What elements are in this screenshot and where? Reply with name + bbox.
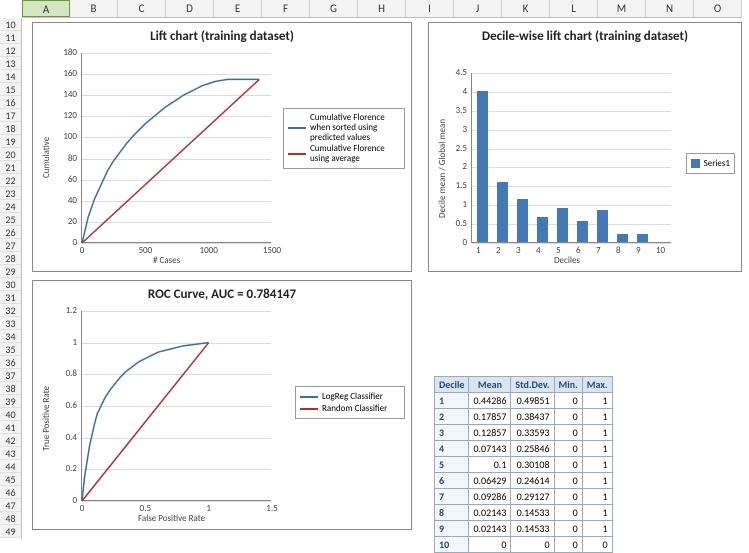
- col-header-F[interactable]: F: [262, 0, 310, 17]
- col-header-H[interactable]: H: [358, 0, 406, 17]
- decile-legend: Series1: [686, 153, 735, 174]
- row-header-41[interactable]: 41: [0, 421, 21, 434]
- table-row[interactable]: 60.064290.2461401: [435, 473, 613, 489]
- row-header-13[interactable]: 13: [0, 57, 21, 70]
- row-header-22[interactable]: 22: [0, 174, 21, 187]
- row-header-25[interactable]: 25: [0, 213, 21, 226]
- decile-plot: 00.511.522.533.544.512345678910: [471, 73, 671, 243]
- roc-legend: LogReg ClassifierRandom Classifier: [295, 386, 405, 419]
- table-col-Min.: Min.: [554, 377, 582, 393]
- roc-xlabel: False Positive Rate: [138, 513, 205, 524]
- table-row[interactable]: 50.10.3010801: [435, 457, 613, 473]
- row-header-40[interactable]: 40: [0, 408, 21, 421]
- row-header-43[interactable]: 43: [0, 447, 21, 460]
- table-row[interactable]: 10.442860.4985101: [435, 393, 613, 409]
- table-row[interactable]: 80.021430.1453301: [435, 505, 613, 521]
- table-col-Decile: Decile: [435, 377, 469, 393]
- lift-chart-title: Lift chart (training dataset): [33, 29, 411, 44]
- row-header-26[interactable]: 26: [0, 226, 21, 239]
- worksheet-area[interactable]: Lift chart (training dataset) Cumulative…: [22, 18, 749, 537]
- row-header-28[interactable]: 28: [0, 252, 21, 265]
- row-header-32[interactable]: 32: [0, 304, 21, 317]
- row-header-49[interactable]: 49: [0, 525, 21, 538]
- row-header-36[interactable]: 36: [0, 356, 21, 369]
- row-header-29[interactable]: 29: [0, 265, 21, 278]
- table-row[interactable]: 20.178570.3843701: [435, 409, 613, 425]
- col-header-B[interactable]: B: [70, 0, 118, 17]
- row-header-30[interactable]: 30: [0, 278, 21, 291]
- col-header-D[interactable]: D: [166, 0, 214, 17]
- row-header-24[interactable]: 24: [0, 200, 21, 213]
- col-header-J[interactable]: J: [454, 0, 502, 17]
- lift-xlabel: # Cases: [153, 255, 180, 266]
- table-row[interactable]: 40.071430.2584601: [435, 441, 613, 457]
- row-header-38[interactable]: 38: [0, 382, 21, 395]
- col-header-C[interactable]: C: [118, 0, 166, 17]
- row-header-31[interactable]: 31: [0, 291, 21, 304]
- row-header-48[interactable]: 48: [0, 512, 21, 525]
- row-header-20[interactable]: 20: [0, 148, 21, 161]
- roc-chart[interactable]: ROC Curve, AUC = 0.784147 True Positive …: [32, 280, 412, 530]
- row-header-14[interactable]: 14: [0, 70, 21, 83]
- column-headers: ABCDEFGHIJKLMNO: [22, 0, 742, 18]
- table-row[interactable]: 100000: [435, 537, 613, 553]
- row-header-37[interactable]: 37: [0, 369, 21, 382]
- row-header-34[interactable]: 34: [0, 330, 21, 343]
- row-header-15[interactable]: 15: [0, 83, 21, 96]
- row-header-44[interactable]: 44: [0, 460, 21, 473]
- decile-xlabel: Deciles: [554, 255, 580, 266]
- decile-table[interactable]: DecileMeanStd.Dev.Min.Max.10.442860.4985…: [434, 376, 613, 553]
- lift-chart[interactable]: Lift chart (training dataset) Cumulative…: [32, 22, 412, 272]
- row-header-18[interactable]: 18: [0, 122, 21, 135]
- row-header-11[interactable]: 11: [0, 31, 21, 44]
- roc-plot: 00.20.40.60.811.200.511.5: [81, 311, 271, 501]
- row-header-21[interactable]: 21: [0, 161, 21, 174]
- row-header-12[interactable]: 12: [0, 44, 21, 57]
- row-header-17[interactable]: 17: [0, 109, 21, 122]
- lift-plot: 020406080100120140160180050010001500: [81, 53, 271, 243]
- row-header-47[interactable]: 47: [0, 499, 21, 512]
- col-header-E[interactable]: E: [214, 0, 262, 17]
- col-header-L[interactable]: L: [550, 0, 598, 17]
- col-header-A[interactable]: A: [22, 0, 70, 17]
- decile-chart-title: Decile-wise lift chart (training dataset…: [439, 29, 731, 44]
- table-row[interactable]: 30.128570.3359301: [435, 425, 613, 441]
- col-header-O[interactable]: O: [694, 0, 742, 17]
- row-headers: 1011121314151617181920212223242526272829…: [0, 18, 22, 538]
- table-col-Mean: Mean: [469, 377, 511, 393]
- table-col-Max.: Max.: [582, 377, 612, 393]
- row-header-27[interactable]: 27: [0, 239, 21, 252]
- col-header-K[interactable]: K: [502, 0, 550, 17]
- row-header-46[interactable]: 46: [0, 486, 21, 499]
- col-header-G[interactable]: G: [310, 0, 358, 17]
- col-header-I[interactable]: I: [406, 0, 454, 17]
- row-header-39[interactable]: 39: [0, 395, 21, 408]
- row-header-19[interactable]: 19: [0, 135, 21, 148]
- lift-legend: Cumulative Florence when sorted using pr…: [283, 108, 405, 169]
- col-header-M[interactable]: M: [598, 0, 646, 17]
- table-col-Std.Dev.: Std.Dev.: [511, 377, 554, 393]
- row-header-10[interactable]: 10: [0, 18, 21, 31]
- table-row[interactable]: 70.092860.2912701: [435, 489, 613, 505]
- col-header-N[interactable]: N: [646, 0, 694, 17]
- table-row[interactable]: 90.021430.1453301: [435, 521, 613, 537]
- roc-chart-title: ROC Curve, AUC = 0.784147: [33, 287, 411, 302]
- decile-chart[interactable]: Decile-wise lift chart (training dataset…: [428, 22, 742, 272]
- row-header-35[interactable]: 35: [0, 343, 21, 356]
- row-header-45[interactable]: 45: [0, 473, 21, 486]
- row-header-33[interactable]: 33: [0, 317, 21, 330]
- row-header-23[interactable]: 23: [0, 187, 21, 200]
- row-header-16[interactable]: 16: [0, 96, 21, 109]
- row-header-42[interactable]: 42: [0, 434, 21, 447]
